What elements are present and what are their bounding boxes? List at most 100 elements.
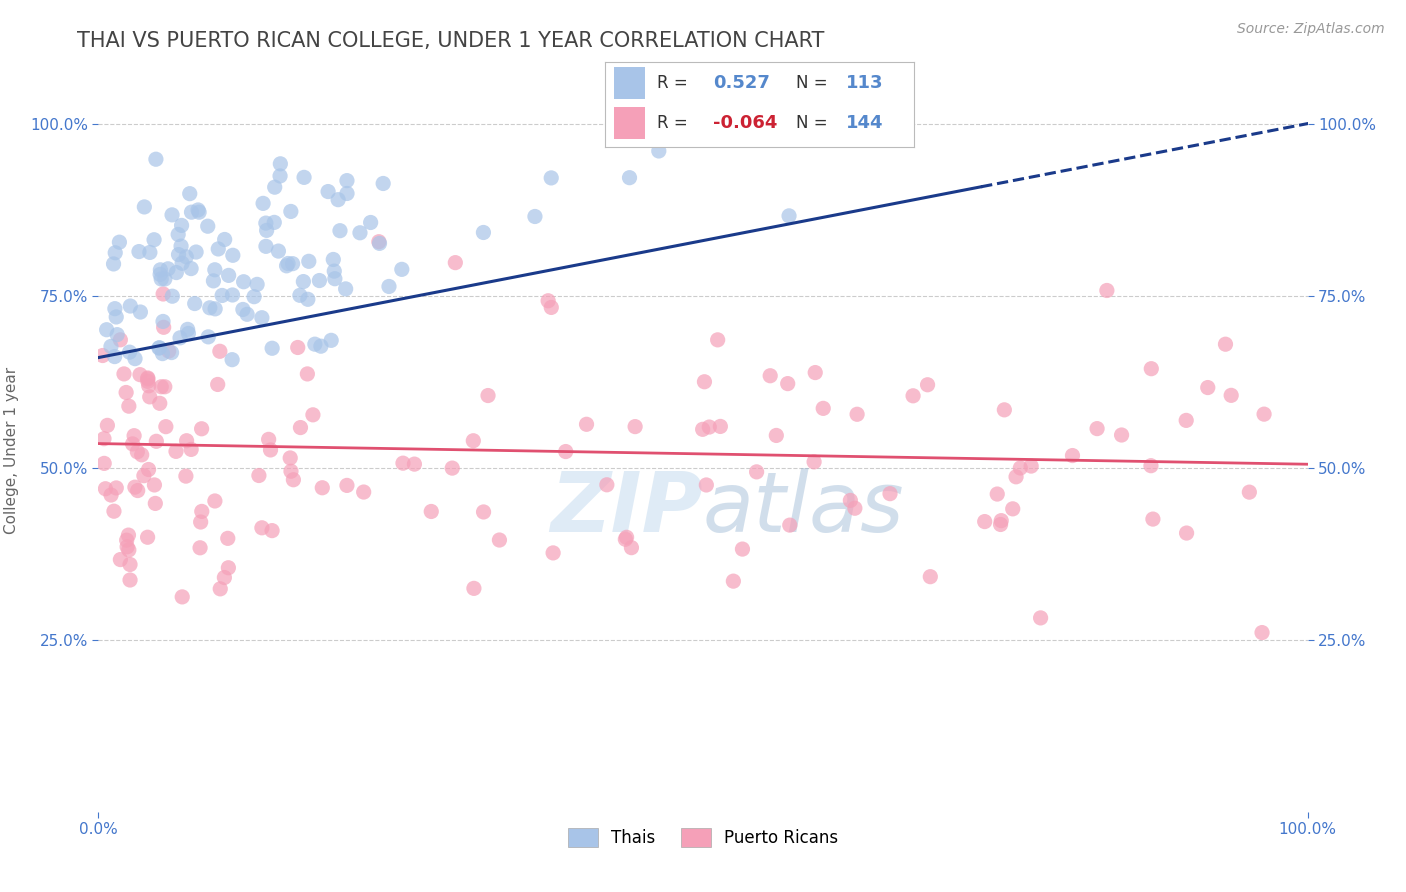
Point	[811, 401, 834, 416]
Point	[523, 210, 546, 224]
Point	[118, 573, 141, 587]
Point	[321, 334, 343, 348]
Point	[112, 367, 135, 381]
Text: 144: 144	[846, 113, 883, 132]
Point	[844, 501, 866, 516]
Point	[367, 235, 389, 249]
Point	[323, 271, 346, 285]
Point	[973, 515, 995, 529]
Point	[152, 314, 174, 328]
Point	[765, 428, 787, 442]
Point	[1175, 526, 1198, 541]
Point	[170, 256, 193, 270]
Point	[170, 219, 193, 233]
Point	[1215, 337, 1237, 351]
Point	[214, 232, 236, 246]
Point	[614, 533, 637, 547]
Point	[127, 444, 149, 458]
Point	[901, 389, 924, 403]
Point	[188, 205, 211, 219]
Point	[94, 482, 117, 496]
Point	[174, 250, 197, 264]
Point	[145, 434, 167, 449]
Point	[862, 103, 884, 117]
Point	[463, 582, 485, 596]
Point	[134, 200, 156, 214]
Point	[695, 478, 717, 492]
Point	[204, 494, 226, 508]
Point	[336, 478, 359, 492]
Point	[103, 504, 125, 518]
Point	[145, 153, 167, 167]
Point	[105, 327, 128, 342]
Bar	[614, 67, 645, 99]
Point	[323, 264, 346, 278]
Point	[920, 569, 942, 583]
Point	[160, 208, 183, 222]
Point	[745, 465, 768, 479]
Point	[124, 351, 146, 366]
Point	[723, 574, 745, 589]
Point	[143, 233, 166, 247]
Point	[129, 305, 152, 319]
Point	[917, 377, 939, 392]
Point	[297, 367, 319, 381]
Point	[138, 379, 160, 393]
Point	[1005, 470, 1028, 484]
Point	[759, 368, 782, 383]
Point	[222, 248, 245, 262]
Point	[283, 473, 305, 487]
Point	[269, 157, 291, 171]
Point	[990, 514, 1012, 528]
Point	[152, 320, 174, 334]
Point	[104, 301, 127, 316]
Point	[198, 301, 221, 315]
Point	[110, 552, 132, 566]
Point	[129, 368, 152, 382]
Point	[93, 432, 115, 446]
Point	[488, 533, 510, 547]
Point	[217, 560, 239, 574]
Point	[986, 487, 1008, 501]
Point	[463, 434, 485, 448]
Point	[143, 478, 166, 492]
Point	[624, 419, 647, 434]
Point	[277, 256, 299, 270]
Text: R =: R =	[657, 74, 688, 92]
Point	[292, 170, 315, 185]
Legend: Thais, Puerto Ricans: Thais, Puerto Ricans	[561, 822, 845, 854]
Point	[846, 407, 869, 421]
Point	[1019, 459, 1042, 474]
Point	[169, 331, 191, 345]
Point	[232, 275, 254, 289]
Point	[1142, 512, 1164, 526]
Point	[262, 341, 284, 355]
Point	[298, 254, 321, 268]
Point	[118, 345, 141, 359]
Point	[143, 496, 166, 510]
Point	[287, 341, 309, 355]
Point	[1197, 380, 1219, 394]
Point	[236, 307, 259, 321]
Point	[254, 239, 277, 253]
Point	[262, 524, 284, 538]
Point	[309, 339, 332, 353]
Point	[120, 299, 142, 313]
Point	[197, 219, 219, 234]
Point	[322, 252, 344, 267]
Point	[288, 288, 311, 302]
Point	[257, 433, 280, 447]
Point	[731, 542, 754, 557]
Point	[776, 376, 799, 391]
Point	[1029, 611, 1052, 625]
Point	[124, 480, 146, 494]
Point	[378, 279, 401, 293]
Point	[149, 268, 172, 282]
Point	[373, 177, 395, 191]
Point	[167, 247, 190, 261]
Point	[250, 521, 273, 535]
Point	[247, 468, 270, 483]
Point	[100, 339, 122, 353]
Point	[136, 372, 159, 386]
Point	[108, 235, 131, 250]
